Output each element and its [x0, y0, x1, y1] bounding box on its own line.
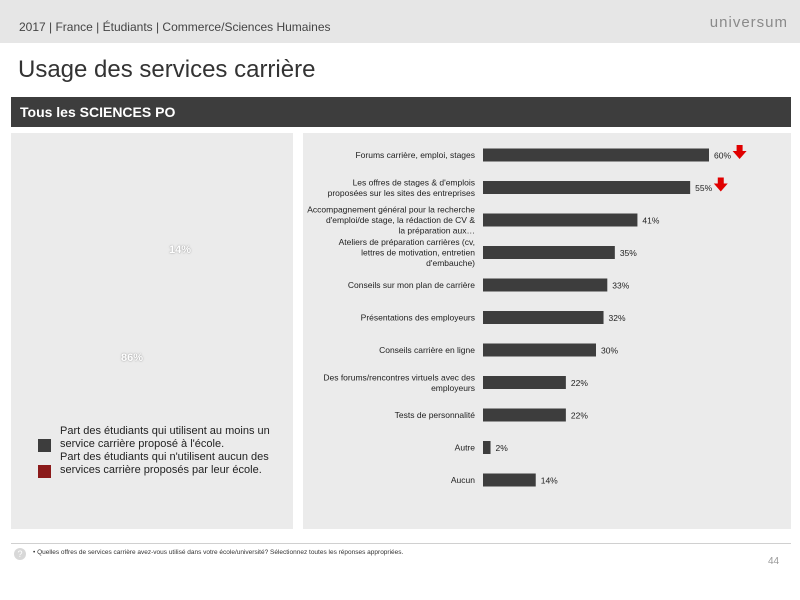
- pie-label-users: 86%: [121, 352, 144, 364]
- section-title: Tous les SCIENCES PO: [20, 104, 176, 120]
- legend-swatch-users: [38, 439, 51, 452]
- bar-value-label-8: 22%: [571, 411, 588, 421]
- universum-logo: universum: [709, 14, 788, 31]
- bar-value-label-4: 33%: [612, 281, 629, 291]
- bar-value-label-3: 35%: [620, 248, 637, 258]
- trend-down-arrow-icon-1: [713, 177, 728, 192]
- bar-value-label-6: 30%: [601, 346, 618, 356]
- trend-down-arrow-icon-0: [732, 145, 747, 159]
- category-label-4: Conseils sur mon plan de carrière: [348, 280, 475, 290]
- bar-9: [483, 441, 491, 454]
- category-label-7: Des forums/rencontres virtuels avec des e…: [323, 372, 475, 393]
- bar-value-label-9: 2%: [496, 443, 509, 453]
- category-label-9: Autre: [455, 443, 476, 453]
- bar-7: [483, 376, 566, 389]
- bar-6: [483, 343, 596, 357]
- category-label-2: Accompagnement général pour la recherche…: [307, 205, 475, 236]
- bar-1: [483, 181, 691, 194]
- category-label-6: Conseils carrière en ligne: [379, 345, 475, 355]
- pie-label-non-users: 14%: [169, 244, 192, 256]
- bar-2: [483, 213, 638, 227]
- page-title: Usage des services carrière: [18, 56, 316, 83]
- bar-chart-panel: 60% Forums carrière, emploi, stages 55% Les…: [303, 133, 791, 529]
- top-bar: 2017 | France | Étudiants | Commerce/Sci…: [0, 0, 800, 43]
- help-icon[interactable]: ?: [14, 548, 26, 560]
- legend-label-non-users: Part des étudiants qui n'utilisent aucun…: [60, 451, 269, 476]
- breadcrumb: 2017 | France | Étudiants | Commerce/Sci…: [19, 20, 331, 34]
- bar-4: [483, 278, 608, 292]
- footnote: • Quelles offres de services carrière av…: [33, 549, 404, 556]
- bar-10: [483, 473, 536, 487]
- category-label-3: Ateliers de préparation carrières (cv, le…: [339, 237, 476, 268]
- pie-panel: 14% 86% Part des étudiants qui utilisent…: [11, 133, 293, 529]
- legend-swatch-non-users: [38, 465, 51, 478]
- page-number: 44: [768, 556, 780, 567]
- bar-8: [483, 408, 566, 422]
- footer-divider: [11, 543, 791, 544]
- bar-value-label-7: 22%: [571, 378, 588, 388]
- bar-value-label-5: 32%: [609, 313, 626, 323]
- category-label-8: Tests de personnalité: [395, 410, 476, 420]
- category-label-10: Aucun: [451, 475, 475, 485]
- category-label-5: Présentations des employeurs: [361, 313, 475, 323]
- legend-label-users: Part des étudiants qui utilisent au moin…: [60, 425, 270, 450]
- bar-5: [483, 311, 604, 324]
- bar-chart: 60% Forums carrière, emploi, stages 55% Les…: [307, 145, 747, 487]
- bar-0: [483, 148, 709, 162]
- section-bar: Tous les SCIENCES PO: [11, 97, 791, 127]
- category-label-0: Forums carrière, emploi, stages: [355, 150, 475, 160]
- bar-value-label-0: 60%: [714, 151, 731, 161]
- category-label-1: Les offres de stages & d'emplois proposée…: [328, 177, 475, 198]
- legend-item-non-users: Part des étudiants qui n'utilisent aucun…: [38, 451, 278, 478]
- bar-3: [483, 246, 615, 259]
- bar-value-label-2: 41%: [642, 216, 659, 226]
- bar-value-label-1: 55%: [695, 183, 712, 193]
- bar-value-label-10: 14%: [541, 476, 558, 486]
- legend-item-users: Part des étudiants qui utilisent au moin…: [38, 425, 278, 452]
